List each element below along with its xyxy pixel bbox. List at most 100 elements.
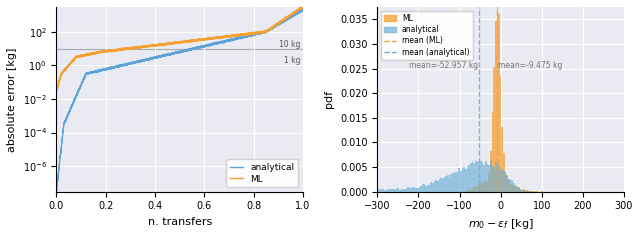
Bar	[390, 189, 392, 192]
Bar	[478, 184, 480, 192]
Bar	[502, 127, 503, 192]
Bar	[488, 165, 490, 192]
Bar	[523, 190, 525, 192]
Bar	[475, 161, 477, 192]
Y-axis label: pdf: pdf	[324, 90, 334, 109]
Bar	[503, 153, 505, 192]
Bar	[465, 169, 467, 192]
Bar	[541, 191, 543, 192]
Text: mean=-9.475 kg: mean=-9.475 kg	[498, 61, 563, 70]
Bar	[467, 167, 468, 192]
ML	[67, 61, 75, 64]
Bar	[509, 184, 511, 192]
Bar	[516, 187, 518, 192]
Bar	[488, 173, 490, 192]
Bar	[396, 189, 397, 192]
Bar	[378, 189, 379, 192]
Bar	[475, 187, 477, 192]
Bar	[387, 189, 389, 192]
Bar	[412, 187, 414, 192]
Bar	[407, 188, 409, 192]
Bar	[430, 182, 432, 192]
Bar	[515, 187, 516, 192]
Bar	[478, 162, 480, 192]
Bar	[490, 151, 492, 192]
Bar	[447, 175, 449, 192]
Bar	[438, 179, 440, 192]
Bar	[470, 190, 472, 192]
Bar	[444, 177, 445, 192]
Bar	[434, 182, 435, 192]
Bar	[528, 191, 529, 192]
Bar	[500, 76, 502, 192]
Bar	[470, 163, 472, 192]
Bar	[531, 191, 533, 192]
Bar	[511, 180, 513, 192]
Bar	[429, 185, 430, 192]
Bar	[463, 167, 465, 192]
Bar	[450, 174, 452, 192]
Bar	[520, 189, 522, 192]
Bar	[445, 176, 447, 192]
Bar	[518, 187, 520, 192]
Text: 1 kg: 1 kg	[284, 56, 300, 65]
Bar	[468, 189, 470, 192]
Bar	[432, 183, 434, 192]
Bar	[404, 189, 406, 192]
Bar	[462, 168, 463, 192]
Bar	[500, 170, 502, 192]
Bar	[394, 189, 396, 192]
Bar	[397, 188, 399, 192]
Bar	[474, 163, 475, 192]
Bar	[526, 191, 528, 192]
ML	[101, 50, 109, 53]
Text: 10 kg: 10 kg	[279, 40, 300, 49]
Bar	[525, 190, 526, 192]
Bar	[505, 173, 506, 192]
Bar	[381, 189, 382, 192]
Bar	[477, 161, 478, 192]
Bar	[534, 191, 536, 192]
Bar	[516, 186, 518, 192]
Bar	[490, 161, 492, 192]
Bar	[414, 188, 415, 192]
Bar	[502, 169, 503, 192]
Y-axis label: absolute error [kg]: absolute error [kg]	[7, 47, 17, 152]
Bar	[495, 162, 497, 192]
Bar	[505, 173, 506, 192]
Line: analytical: analytical	[56, 9, 303, 192]
Bar	[382, 189, 384, 192]
Bar	[529, 191, 531, 192]
Bar	[452, 174, 454, 192]
Bar	[482, 184, 483, 192]
Bar	[435, 180, 437, 192]
Bar	[379, 189, 381, 192]
Bar	[513, 183, 515, 192]
Bar	[458, 168, 460, 192]
ML	[63, 66, 70, 69]
Bar	[511, 185, 513, 192]
Bar	[518, 188, 520, 192]
Bar	[417, 188, 419, 192]
Bar	[465, 191, 467, 192]
Bar	[492, 112, 493, 192]
Bar	[472, 188, 474, 192]
Bar	[442, 178, 444, 192]
Bar	[482, 163, 483, 192]
analytical	[52, 190, 60, 193]
Bar	[440, 178, 442, 192]
Bar	[392, 189, 394, 192]
Bar	[386, 190, 387, 192]
Bar	[526, 190, 528, 192]
Bar	[406, 189, 407, 192]
ML	[299, 5, 307, 8]
Bar	[480, 182, 482, 192]
Bar	[497, 0, 498, 192]
Bar	[523, 189, 525, 192]
Legend: analytical, ML: analytical, ML	[227, 159, 298, 187]
Bar	[522, 190, 523, 192]
Bar	[536, 191, 538, 192]
analytical	[298, 8, 306, 11]
Bar	[454, 172, 455, 192]
Bar	[468, 165, 470, 192]
